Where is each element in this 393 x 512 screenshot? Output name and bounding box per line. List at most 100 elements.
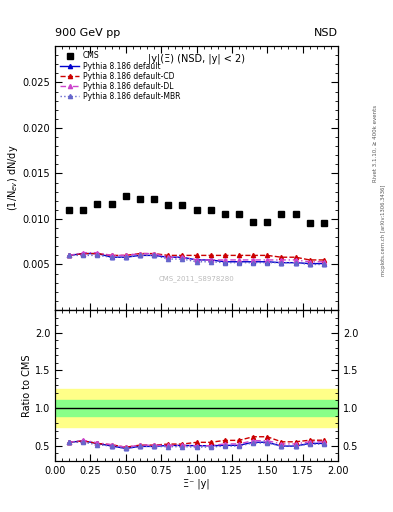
X-axis label: Ξ⁻ |y|: Ξ⁻ |y|: [183, 478, 210, 489]
Pythia 8.186 default-MBR: [307, 262, 312, 268]
Pythia 8.186 default-CD: [109, 252, 114, 259]
Pythia 8.186 default-CD: [180, 252, 185, 259]
Pythia 8.186 default: [307, 261, 312, 267]
CMS: [95, 200, 100, 206]
Pythia 8.186 default: [123, 254, 128, 260]
Pythia 8.186 default: [194, 257, 199, 263]
CMS: [251, 219, 255, 225]
CMS: [166, 202, 171, 208]
Pythia 8.186 default-DL: [109, 252, 114, 259]
Pythia 8.186 default-MBR: [81, 252, 86, 259]
Pythia 8.186 default-CD: [166, 252, 171, 259]
Pythia 8.186 default-DL: [123, 252, 128, 259]
Pythia 8.186 default-MBR: [222, 260, 227, 266]
Pythia 8.186 default: [293, 260, 298, 266]
Pythia 8.186 default-CD: [95, 250, 100, 257]
CMS: [81, 207, 86, 213]
CMS: [265, 219, 270, 225]
Pythia 8.186 default-DL: [307, 259, 312, 265]
Pythia 8.186 default: [138, 252, 142, 259]
CMS: [222, 211, 227, 218]
CMS: [279, 211, 284, 218]
Pythia 8.186 default-DL: [222, 257, 227, 263]
Pythia 8.186 default-DL: [265, 257, 270, 263]
Pythia 8.186 default-CD: [208, 252, 213, 259]
Pythia 8.186 default-CD: [265, 252, 270, 259]
Pythia 8.186 default-DL: [138, 250, 142, 257]
Pythia 8.186 default: [279, 260, 284, 266]
Pythia 8.186 default: [67, 252, 72, 259]
Pythia 8.186 default-DL: [152, 250, 156, 257]
Line: Pythia 8.186 default: Pythia 8.186 default: [67, 251, 326, 266]
Pythia 8.186 default-DL: [194, 257, 199, 263]
CMS: [194, 207, 199, 213]
Pythia 8.186 default: [81, 250, 86, 257]
Legend: CMS, Pythia 8.186 default, Pythia 8.186 default-CD, Pythia 8.186 default-DL, Pyt: CMS, Pythia 8.186 default, Pythia 8.186 …: [57, 48, 183, 104]
Pythia 8.186 default: [208, 257, 213, 263]
Pythia 8.186 default-DL: [321, 259, 326, 265]
Pythia 8.186 default-MBR: [123, 254, 128, 260]
CMS: [123, 193, 128, 199]
Pythia 8.186 default: [321, 261, 326, 267]
Pythia 8.186 default-DL: [95, 249, 100, 255]
CMS: [208, 207, 213, 213]
Pythia 8.186 default: [95, 250, 100, 257]
Pythia 8.186 default-CD: [307, 257, 312, 263]
Text: CMS_2011_S8978280: CMS_2011_S8978280: [159, 275, 234, 282]
CMS: [67, 207, 72, 213]
Pythia 8.186 default-MBR: [279, 260, 284, 266]
Text: mcplots.cern.ch [arXiv:1306.3436]: mcplots.cern.ch [arXiv:1306.3436]: [381, 185, 386, 276]
Pythia 8.186 default-MBR: [293, 260, 298, 266]
Pythia 8.186 default-CD: [293, 254, 298, 260]
Pythia 8.186 default: [180, 254, 185, 260]
Pythia 8.186 default-CD: [237, 252, 241, 259]
Pythia 8.186 default-MBR: [321, 262, 326, 268]
CMS: [138, 196, 142, 202]
Pythia 8.186 default-MBR: [67, 252, 72, 259]
Line: Pythia 8.186 default-MBR: Pythia 8.186 default-MBR: [67, 253, 326, 267]
Pythia 8.186 default-MBR: [265, 260, 270, 266]
Pythia 8.186 default-MBR: [194, 259, 199, 265]
Pythia 8.186 default-MBR: [180, 256, 185, 262]
Line: Pythia 8.186 default-CD: Pythia 8.186 default-CD: [67, 251, 326, 262]
CMS: [237, 211, 241, 218]
Pythia 8.186 default-DL: [237, 257, 241, 263]
Text: 900 GeV pp: 900 GeV pp: [55, 28, 120, 38]
Text: NSD: NSD: [314, 28, 338, 38]
Text: Rivet 3.1.10, ≥ 400k events: Rivet 3.1.10, ≥ 400k events: [373, 105, 378, 182]
Pythia 8.186 default-MBR: [208, 259, 213, 265]
Pythia 8.186 default: [251, 259, 255, 265]
Bar: [55, 389, 338, 427]
CMS: [293, 211, 298, 218]
Pythia 8.186 default-CD: [279, 254, 284, 260]
Pythia 8.186 default-CD: [138, 250, 142, 257]
CMS: [180, 202, 185, 208]
Pythia 8.186 default-DL: [279, 257, 284, 263]
Pythia 8.186 default-DL: [81, 249, 86, 255]
Text: |y|(Ξ) (NSD, |y| < 2): |y|(Ξ) (NSD, |y| < 2): [148, 54, 245, 65]
Pythia 8.186 default: [109, 254, 114, 260]
Pythia 8.186 default-DL: [208, 257, 213, 263]
CMS: [109, 200, 114, 206]
Pythia 8.186 default-CD: [321, 257, 326, 263]
Y-axis label: (1/N$_{ev}$) dN/dy: (1/N$_{ev}$) dN/dy: [6, 145, 20, 211]
Pythia 8.186 default-MBR: [109, 254, 114, 260]
Pythia 8.186 default-MBR: [166, 256, 171, 262]
CMS: [307, 220, 312, 226]
Pythia 8.186 default-MBR: [95, 252, 100, 259]
Pythia 8.186 default: [265, 259, 270, 265]
Pythia 8.186 default-MBR: [237, 260, 241, 266]
Pythia 8.186 default: [237, 259, 241, 265]
Line: CMS: CMS: [66, 194, 327, 225]
Pythia 8.186 default-CD: [251, 252, 255, 259]
Pythia 8.186 default-CD: [194, 252, 199, 259]
Pythia 8.186 default-MBR: [138, 252, 142, 259]
Bar: [55, 400, 338, 416]
Pythia 8.186 default-DL: [180, 254, 185, 260]
Pythia 8.186 default: [166, 254, 171, 260]
Pythia 8.186 default-CD: [123, 252, 128, 259]
Pythia 8.186 default: [222, 259, 227, 265]
Pythia 8.186 default-DL: [293, 257, 298, 263]
Pythia 8.186 default-MBR: [251, 260, 255, 266]
Pythia 8.186 default-CD: [81, 250, 86, 257]
